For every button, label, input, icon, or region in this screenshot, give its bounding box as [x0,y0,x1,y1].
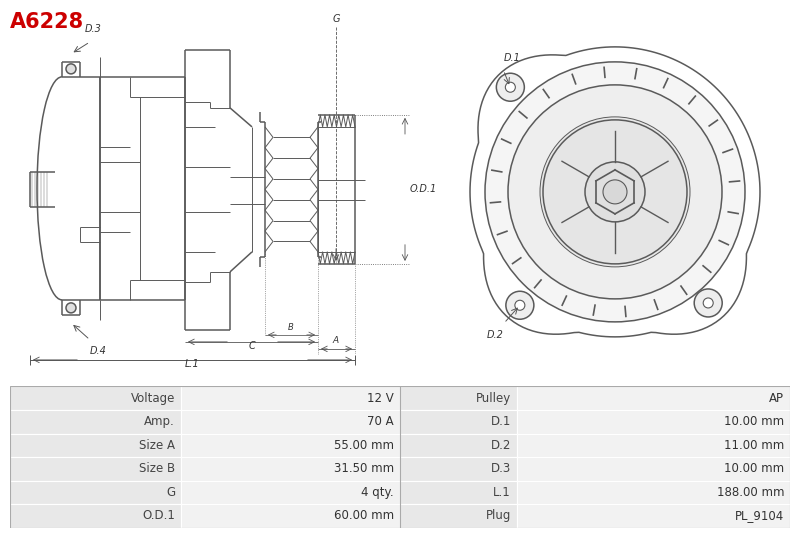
Text: D.3: D.3 [85,24,102,34]
Text: D.2: D.2 [487,330,504,340]
Circle shape [66,64,76,74]
Bar [400,457,517,481]
Circle shape [540,117,690,267]
Text: L.1: L.1 [185,359,199,369]
Bar [10,481,182,504]
Text: 70 A: 70 A [367,415,394,428]
Bar [517,504,790,528]
Circle shape [703,298,714,308]
Bar [400,386,517,410]
Text: 4 qty.: 4 qty. [361,486,394,499]
Text: 10.00 mm: 10.00 mm [724,462,784,475]
Text: Plug: Plug [486,510,511,522]
Text: 12 V: 12 V [367,392,394,405]
Circle shape [694,289,722,317]
Text: 31.50 mm: 31.50 mm [334,462,394,475]
Text: G: G [166,486,175,499]
Text: 11.00 mm: 11.00 mm [724,439,784,452]
Circle shape [543,120,687,264]
Text: 10.00 mm: 10.00 mm [724,415,784,428]
Bar [10,410,182,433]
Text: D.3: D.3 [490,462,511,475]
Circle shape [506,291,534,319]
Bar [400,410,517,433]
Bar [517,433,790,457]
Text: O.D.1: O.D.1 [410,184,438,195]
Text: L.1: L.1 [493,486,511,499]
Text: 60.00 mm: 60.00 mm [334,510,394,522]
Bar [400,504,517,528]
Bar [10,457,182,481]
Circle shape [496,73,524,101]
Text: G: G [332,14,340,24]
Bar [182,386,400,410]
Text: Pulley: Pulley [476,392,511,405]
Bar [182,481,400,504]
Bar [400,481,517,504]
Circle shape [508,85,722,299]
Text: Size A: Size A [139,439,175,452]
Text: AP: AP [769,392,784,405]
Bar [517,410,790,433]
Text: 188.00 mm: 188.00 mm [717,486,784,499]
Text: C: C [249,341,255,351]
Text: D.1: D.1 [503,53,520,63]
Circle shape [485,62,745,322]
Circle shape [515,300,525,310]
Text: Voltage: Voltage [130,392,175,405]
Text: PL_9104: PL_9104 [735,510,784,522]
Circle shape [585,162,645,222]
Text: D.1: D.1 [490,415,511,428]
Bar [10,504,182,528]
Bar [182,504,400,528]
Bar [10,386,182,410]
Text: Amp.: Amp. [144,415,175,428]
Bar [182,457,400,481]
Text: D.2: D.2 [490,439,511,452]
Text: D.4: D.4 [90,346,107,356]
Bar [182,433,400,457]
Text: 55.00 mm: 55.00 mm [334,439,394,452]
Text: B: B [288,323,294,332]
Bar [400,433,517,457]
Bar [10,433,182,457]
Bar [182,410,400,433]
Bar [517,481,790,504]
Circle shape [506,82,515,92]
Circle shape [66,303,76,313]
Text: Size B: Size B [139,462,175,475]
Bar [517,386,790,410]
Text: A6228: A6228 [10,12,84,32]
Circle shape [603,180,627,204]
Text: A: A [333,336,339,345]
Text: O.D.1: O.D.1 [142,510,175,522]
Bar [517,457,790,481]
